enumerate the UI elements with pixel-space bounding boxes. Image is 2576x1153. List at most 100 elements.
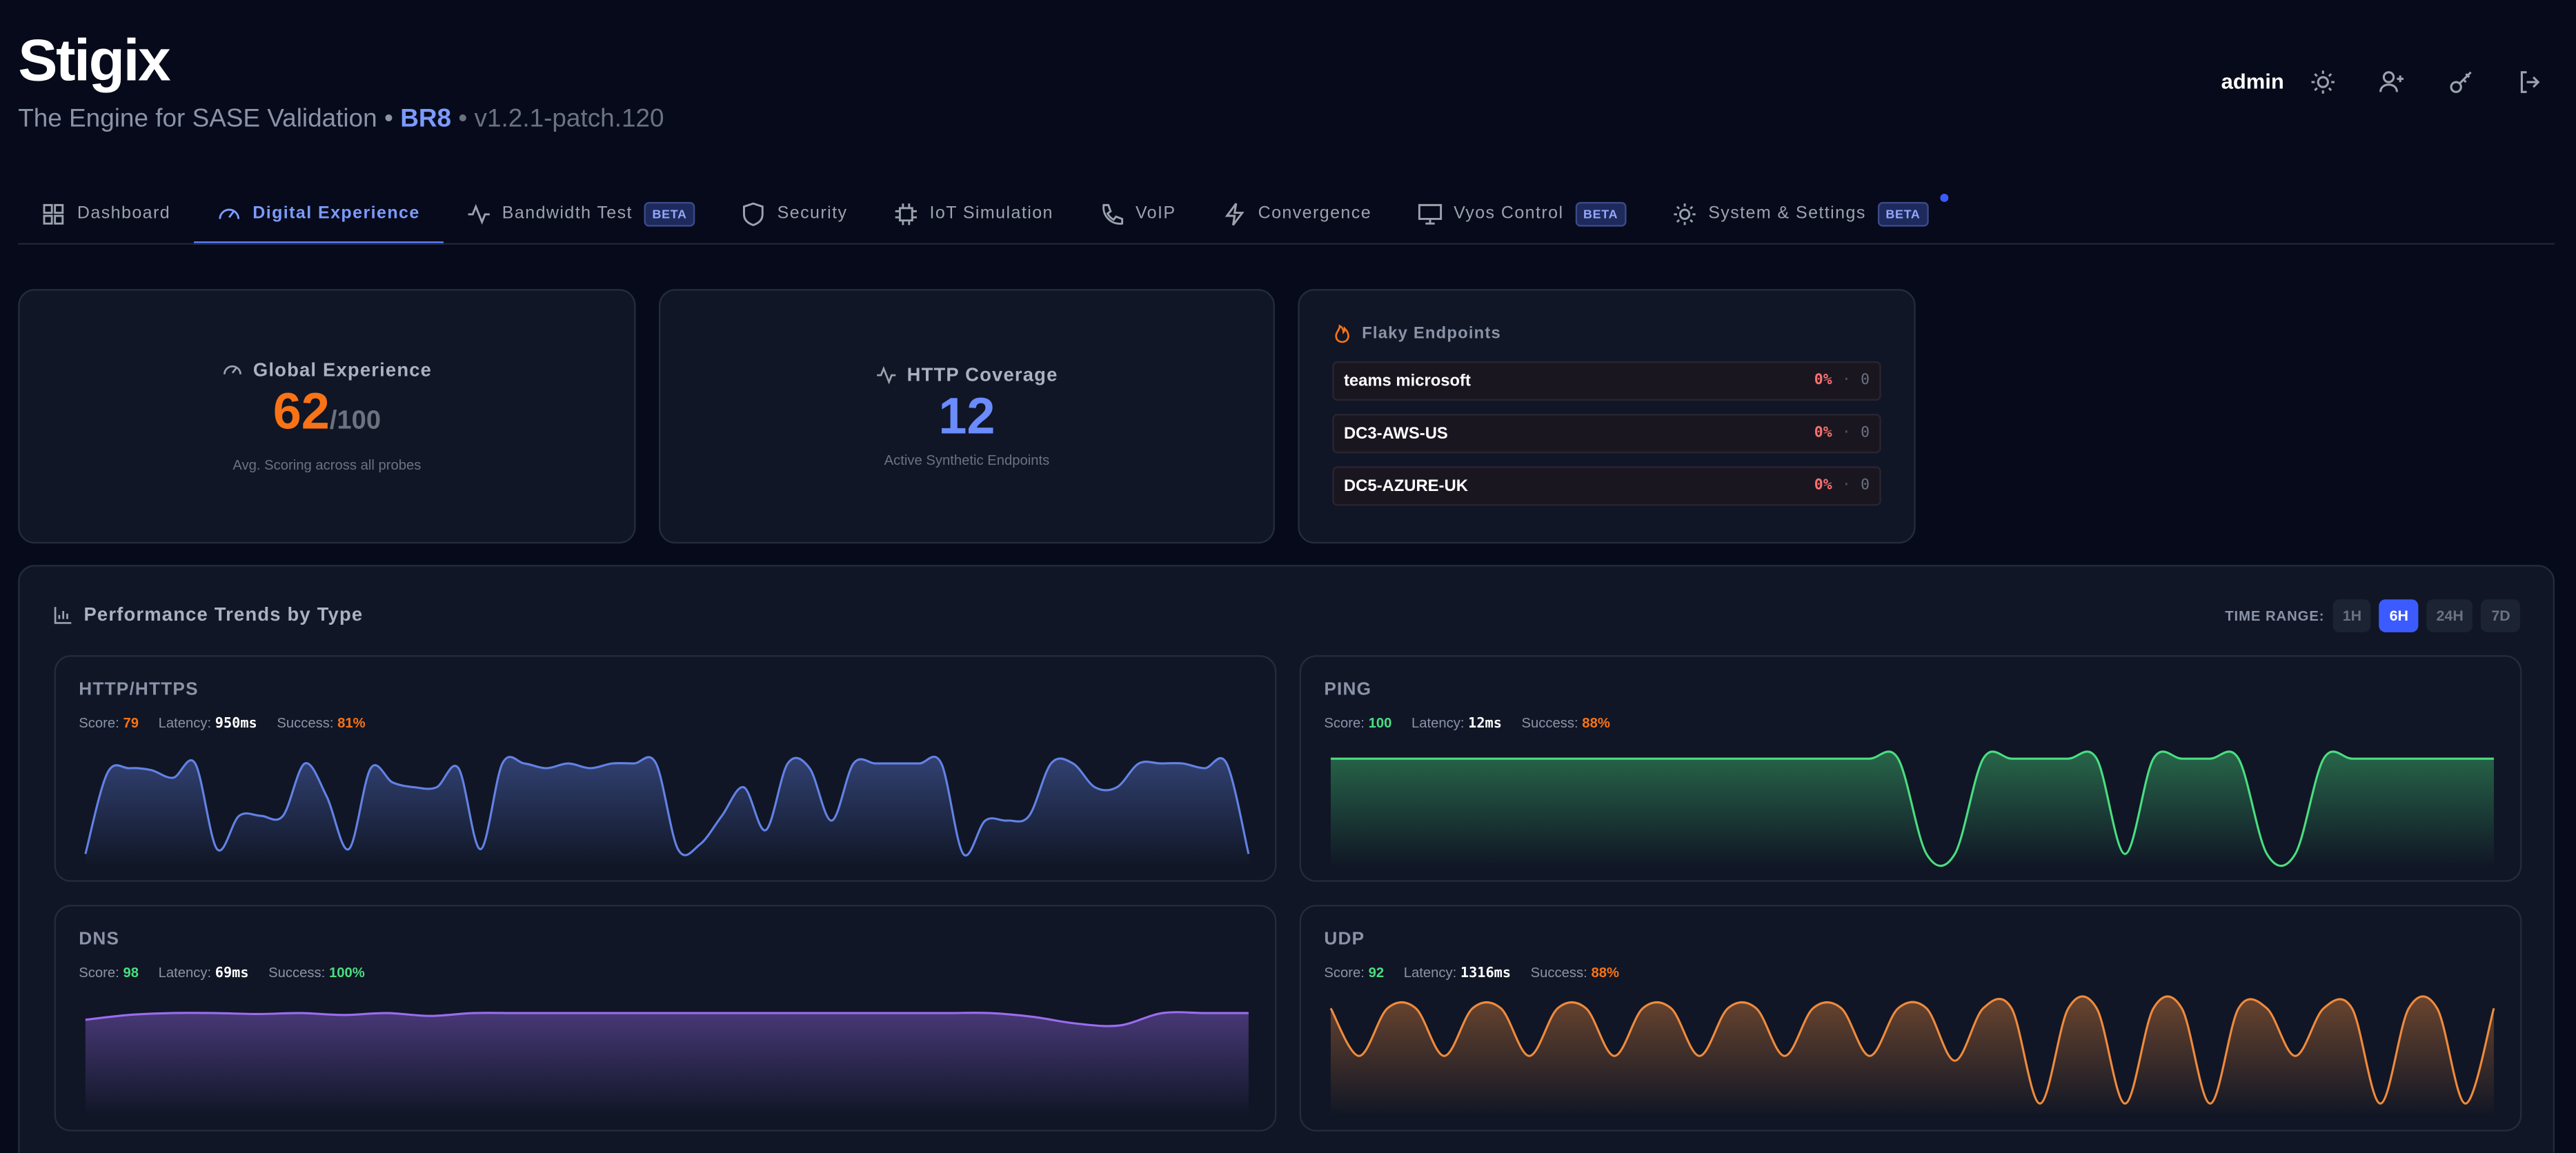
caption: Avg. Scoring across all probes [232,457,422,473]
range-button[interactable]: 24H [2426,599,2474,632]
flaky-row[interactable]: DC5-AZURE-UK 0% · 0 [1332,466,1881,506]
performance-section: Performance Trends by Type TIME RANGE: 1… [18,565,2555,1153]
failure-count: 0 [1861,425,1870,442]
success-value: 100% [328,963,365,981]
tab-icon [1102,203,1124,224]
logout[interactable] [2517,69,2543,95]
sparkline-area [85,1012,1249,1117]
trend-panel: HTTP/HTTPS Score: 79 Latency: 950ms Success… [54,655,1277,882]
tab-label: Dashboard [77,203,171,223]
nav-tab[interactable]: System & Settings BETA [1649,184,1951,243]
latency-label: Latency: [158,714,212,731]
success-value: 88% [1582,714,1610,731]
tab-icon-path [43,203,64,224]
tab-icon [43,203,64,224]
separator: · [1841,477,1851,494]
metrics: Score: 100 Latency: 12ms Success: 88% [1324,714,1609,732]
sparkline [84,755,1250,868]
tab-icon [1674,202,1696,225]
sparkline [1329,995,2495,1117]
range-button[interactable]: 1H [2332,599,2372,632]
chart-icon [54,607,72,624]
metrics: Score: 79 Latency: 950ms Success: 81% [79,714,365,732]
range-button[interactable]: 7D [2481,599,2521,632]
flaky-row[interactable]: DC3-AWS-US 0% · 0 [1332,414,1881,454]
score-max: /100 [329,407,382,436]
tab-icon-path [1224,202,1245,225]
nav-tab[interactable]: Convergence [1199,184,1395,243]
nav-tab[interactable]: Bandwidth Test BETA [443,184,718,243]
separator: · [1841,372,1851,390]
key[interactable] [2448,69,2474,95]
card-title: HTTP Coverage [875,365,1058,386]
failure-rate: 0% [1814,425,1832,442]
success-label: Success: [268,963,326,981]
user-name[interactable]: admin [2221,69,2284,94]
panel-title: HTTP/HTTPS [79,679,199,700]
nav-tab[interactable]: Vyos Control BETA [1394,184,1649,243]
tab-icon [1224,202,1245,225]
score-label: Score: [1324,963,1365,981]
title: HTTP Coverage [906,365,1058,385]
tab-badge: BETA [644,201,695,226]
sparkline [85,1011,1249,1117]
success-value: 81% [337,714,366,731]
flaky-row[interactable]: teams microsoft 0% · 0 [1332,361,1881,401]
latency-label: Latency: [158,963,212,981]
add-user[interactable] [2379,69,2405,95]
sparkline-line [85,1011,1249,1027]
tab-icon-path [218,208,239,219]
nav-tab[interactable]: Dashboard [18,184,193,243]
flame-icon [1335,324,1349,343]
endpoint-name: DC5-AZURE-UK [1343,477,1468,495]
tab-icon [895,202,917,225]
sparkline-area [1330,996,2494,1117]
tab-icon [743,201,764,225]
version: v1.2.1-patch.120 [474,105,664,133]
success-label: Success: [277,714,334,731]
metrics: Score: 98 Latency: 69ms Success: 100% [79,964,364,982]
nav-tab[interactable]: IoT Simulation [871,184,1076,243]
gauge-icon [224,365,242,374]
title: Global Experience [252,360,433,381]
sparkline-line [1329,995,2495,1105]
theme-toggle[interactable] [2310,69,2336,95]
latency-value: 1316ms [1460,965,1512,983]
activity-icon [877,365,896,385]
title: Performance Trends by Type [83,605,364,625]
sparkline-line [84,755,1250,857]
panel-title: UDP [1324,929,1365,950]
endpoint-name: teams microsoft [1343,372,1471,390]
global-experience-card: Global Experience 62/100 Avg. Scoring ac… [18,289,636,544]
latency-value: 69ms [215,965,249,983]
tab-icon-path [1418,203,1442,224]
score-label: Score: [1324,714,1365,731]
sparkline-line [1330,750,2494,867]
tab-badge: BETA [1877,201,1929,226]
range-button[interactable]: 6H [2379,599,2419,632]
nav-tab[interactable]: Digital Experience [193,184,443,245]
latency-value: 12ms [1468,716,1502,733]
caption: Active Synthetic Endpoints [884,451,1050,468]
score: 62/100 [273,382,382,450]
nav-tab[interactable]: VoIP [1076,184,1199,243]
nav-divider [18,243,2555,245]
tab-icon [218,208,239,219]
tab-icon-path [1674,202,1696,225]
nav-bar: Dashboard Digital Experience Bandwidth Tes… [18,184,1952,245]
tab-icon-path [1102,203,1124,224]
score-value: 62 [273,382,330,441]
tab-label: Bandwidth Test [502,203,633,223]
nav-tab[interactable]: Security [718,184,871,243]
score-label: Score: [79,714,119,731]
failure-rate: 0% [1814,372,1832,390]
tab-label: Security [777,203,848,223]
tab-icon [467,203,489,224]
metrics: Score: 92 Latency: 1316ms Success: 88% [1324,964,1619,982]
title: Flaky Endpoints [1362,324,1501,343]
tab-label: Digital Experience [252,203,420,223]
separator: • [384,105,393,133]
